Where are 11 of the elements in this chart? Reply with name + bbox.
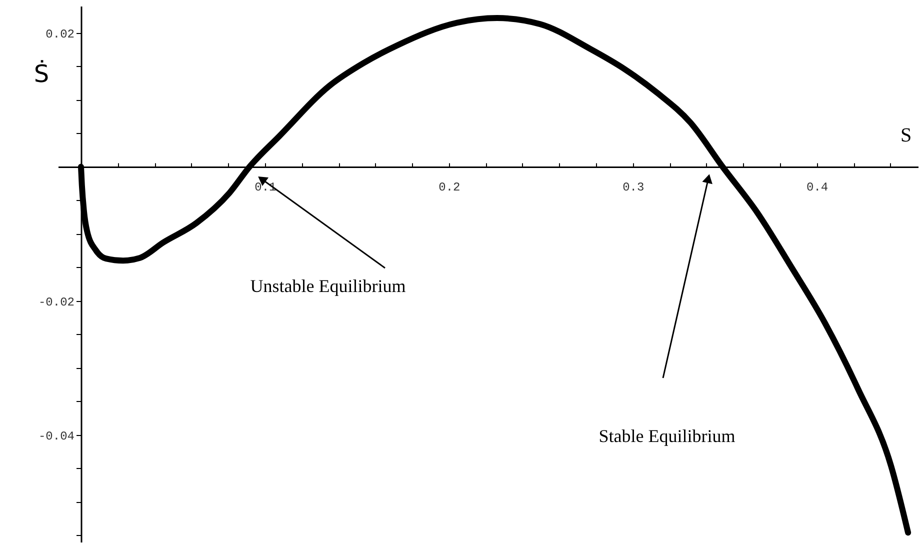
y-tick-label: -0.04 — [38, 429, 74, 444]
x-tick-label: 0.4 — [806, 180, 828, 194]
y-tick-label: 0.02 — [46, 27, 74, 42]
x-tick-label: 0.3 — [622, 180, 644, 194]
y-tick-label: -0.02 — [38, 295, 74, 310]
annotation: Unstable Equilibrium — [250, 276, 406, 296]
x-tick-label: 0.1 — [254, 180, 276, 194]
annotation: Stable Equilibrium — [598, 426, 736, 446]
x-axis-title: S — [900, 124, 912, 146]
y-axis-title: Ṡ — [34, 60, 50, 88]
x-tick-label: 0.2 — [438, 180, 460, 194]
